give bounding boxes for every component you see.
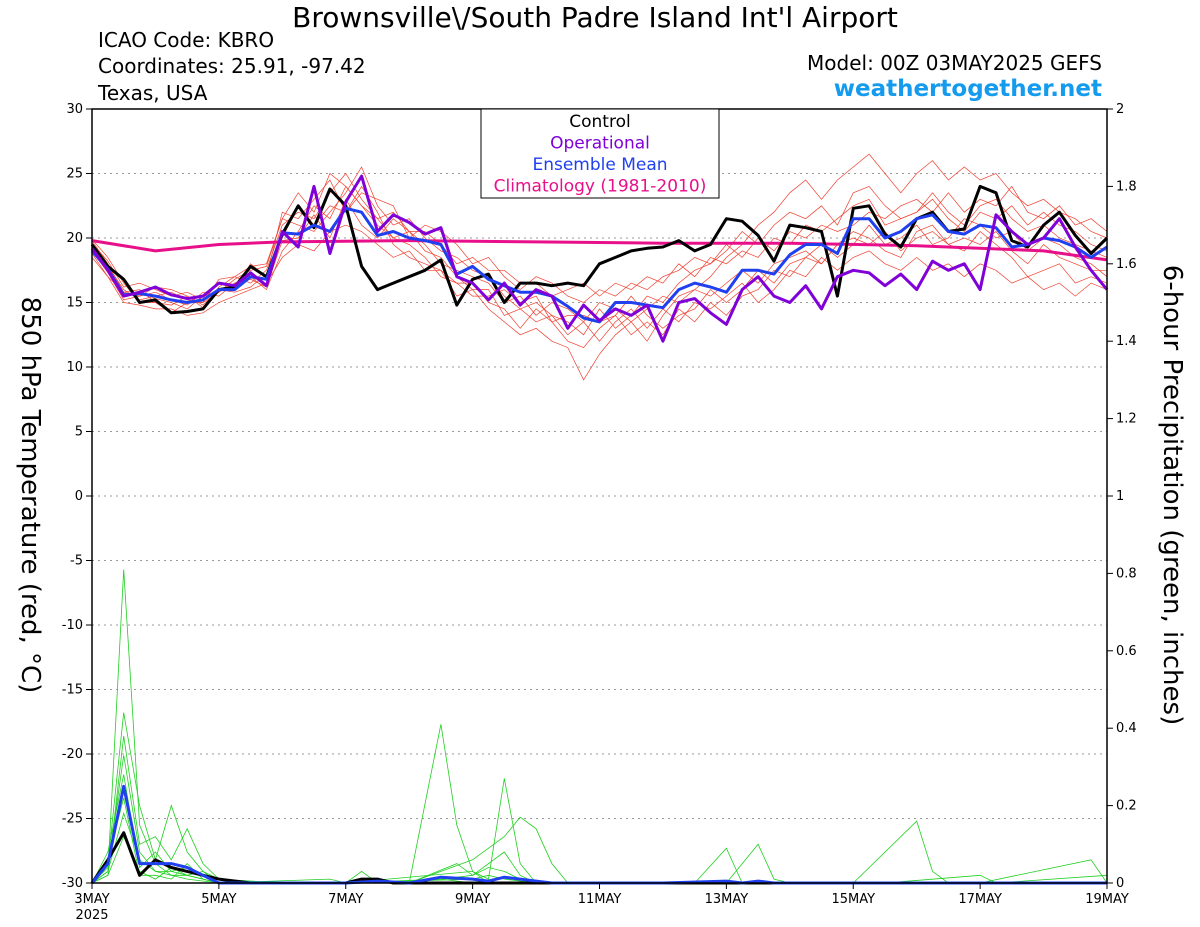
temp-member-line: [91, 185, 1108, 329]
x-tick-label: 19MAY: [1085, 892, 1129, 907]
y-tick-label: -30: [62, 876, 83, 891]
x-tick-label: 11MAY: [578, 892, 622, 907]
precip-member-line: [91, 811, 1107, 884]
temp-member-line: [91, 224, 1108, 342]
series-line-operational: [90, 174, 1109, 343]
temp-member-line: [91, 198, 1107, 323]
precip-member-line: [91, 835, 1108, 884]
y-tick-label: 15: [66, 296, 83, 311]
series-line-control-precip: [90, 831, 1107, 885]
temp-member-line: [91, 166, 1108, 336]
x-tick-label: 7MAY: [328, 892, 363, 907]
y2-tick-label: 0.6: [1116, 644, 1137, 659]
y2-tick-label: 0.2: [1116, 799, 1137, 814]
site-name: weathertogether.net: [833, 76, 1102, 102]
y2-tick-label: 2: [1116, 102, 1124, 117]
x-tick-label: 13MAY: [705, 892, 749, 907]
series-line-control: [90, 184, 1109, 315]
legend-entry: Control: [569, 112, 630, 132]
region: Texas, USA: [98, 81, 208, 105]
precip-member-line: [91, 724, 1107, 884]
y-tick-label: 0: [75, 489, 83, 504]
precip-member-line: [91, 755, 1107, 884]
y-tick-label: 10: [66, 360, 83, 375]
icao-code: ICAO Code: KBRO: [98, 28, 275, 52]
x-tick-label: 9MAY: [455, 892, 490, 907]
legend-box: [480, 108, 720, 199]
precip-member-line: [91, 797, 1108, 884]
y2-tick-label: 0.4: [1116, 721, 1137, 736]
y2-tick-label: 0: [1116, 876, 1124, 891]
y-tick-label: -5: [70, 554, 83, 569]
legend-entry: Operational: [550, 134, 650, 154]
x-tick-label: 3MAY: [74, 892, 109, 907]
x-tick-label: 15MAY: [831, 892, 875, 907]
chart-title: Brownsville\/South Padre Island Int'l Ai…: [292, 1, 898, 34]
y-tick-label: -15: [62, 683, 83, 698]
legend-entry: Ensemble Mean: [532, 155, 667, 175]
y-tick-label: -20: [62, 747, 83, 762]
precip-member-line: [91, 774, 1107, 884]
y2-tick-label: 1: [1116, 489, 1124, 504]
y-tick-label: 30: [66, 102, 83, 117]
axis-ticks: 302520151050-5-10-15-20-25-3021.81.61.41…: [62, 102, 1137, 923]
precip-member-line: [91, 569, 1107, 884]
x-tick-label: 5MAY: [201, 892, 236, 907]
y2-tick-label: 1.6: [1116, 257, 1137, 272]
legend-entry: Climatology (1981-2010): [494, 177, 707, 197]
main-series: [90, 174, 1109, 885]
y-tick-label: 20: [66, 231, 83, 246]
precip-member-line: [91, 712, 1107, 884]
y2-tick-label: 0.8: [1116, 566, 1137, 581]
y2-tick-label: 1.4: [1116, 334, 1137, 349]
model-run: Model: 00Z 03MAY2025 GEFS: [807, 51, 1102, 75]
y2-tick-label: 1.2: [1116, 412, 1137, 427]
y2-tick-label: 1.8: [1116, 179, 1137, 194]
series-line-ensemble-mean-precip: [90, 784, 1107, 885]
y-tick-label: -25: [62, 812, 83, 827]
y-tick-label: 25: [66, 167, 83, 182]
x-tick-label: 17MAY: [958, 892, 1002, 907]
temp-member-line: [91, 172, 1108, 314]
coordinates: Coordinates: 25.91, -97.42: [98, 54, 366, 78]
grid-lines: [92, 173, 1107, 819]
precip-members: [91, 569, 1108, 884]
y-tick-label: -10: [62, 618, 83, 633]
plot-frame: [91, 108, 1108, 884]
series-line-climatology-1981-2010: [91, 239, 1108, 262]
y-tick-label: 5: [75, 425, 83, 440]
x-tick-year: 2025: [75, 908, 108, 923]
